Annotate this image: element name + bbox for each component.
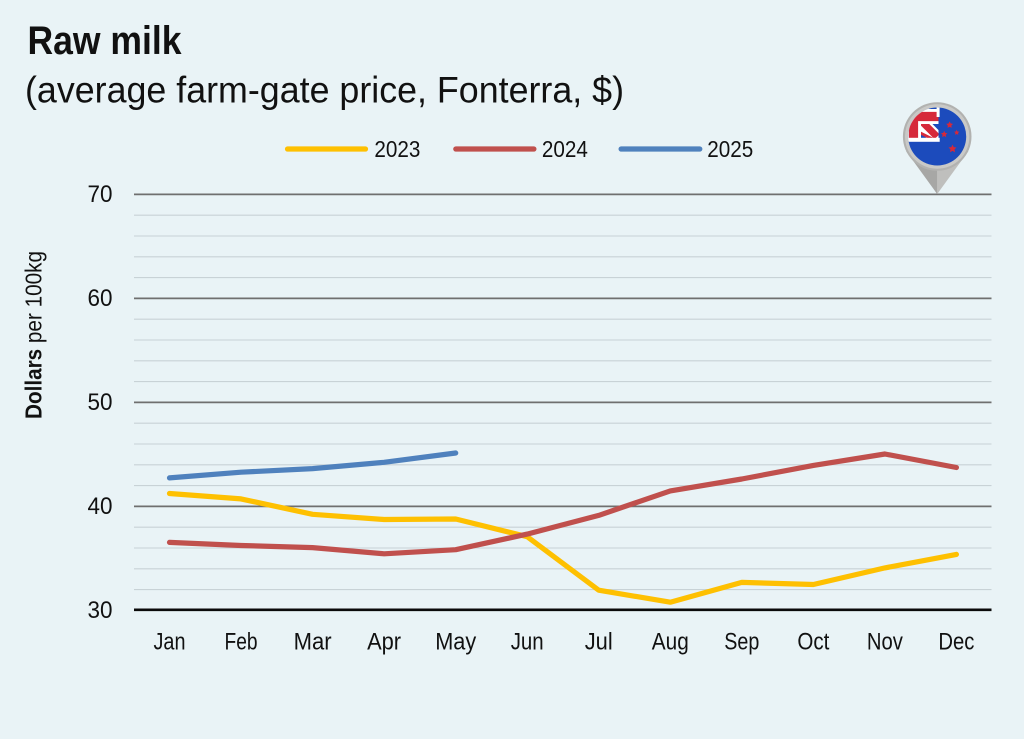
svg-text:Jun: Jun	[511, 629, 544, 656]
svg-text:(average farm-gate price, Font: (average farm-gate price, Fonterra, $)	[25, 69, 624, 110]
svg-text:Jul: Jul	[585, 629, 613, 656]
svg-text:Raw milk: Raw milk	[28, 19, 183, 63]
svg-text:Sep: Sep	[724, 629, 759, 656]
svg-text:2023: 2023	[374, 136, 420, 162]
svg-text:2024: 2024	[542, 136, 588, 162]
svg-text:Oct: Oct	[797, 629, 829, 656]
svg-text:70: 70	[88, 181, 113, 208]
svg-text:Aug: Aug	[652, 629, 689, 656]
svg-text:May: May	[435, 629, 476, 656]
svg-text:Feb: Feb	[225, 629, 258, 656]
svg-text:Nov: Nov	[867, 629, 903, 656]
svg-text:Mar: Mar	[294, 629, 332, 656]
svg-text:50: 50	[88, 389, 113, 416]
svg-text:Apr: Apr	[367, 629, 401, 656]
svg-text:2025: 2025	[707, 136, 753, 162]
svg-text:Jan: Jan	[154, 629, 186, 656]
svg-text:40: 40	[88, 493, 113, 520]
svg-text:Dec: Dec	[938, 629, 974, 656]
svg-text:Dollars per 100kg: Dollars per 100kg	[21, 251, 47, 419]
svg-text:60: 60	[88, 285, 113, 312]
svg-text:30: 30	[88, 597, 113, 624]
